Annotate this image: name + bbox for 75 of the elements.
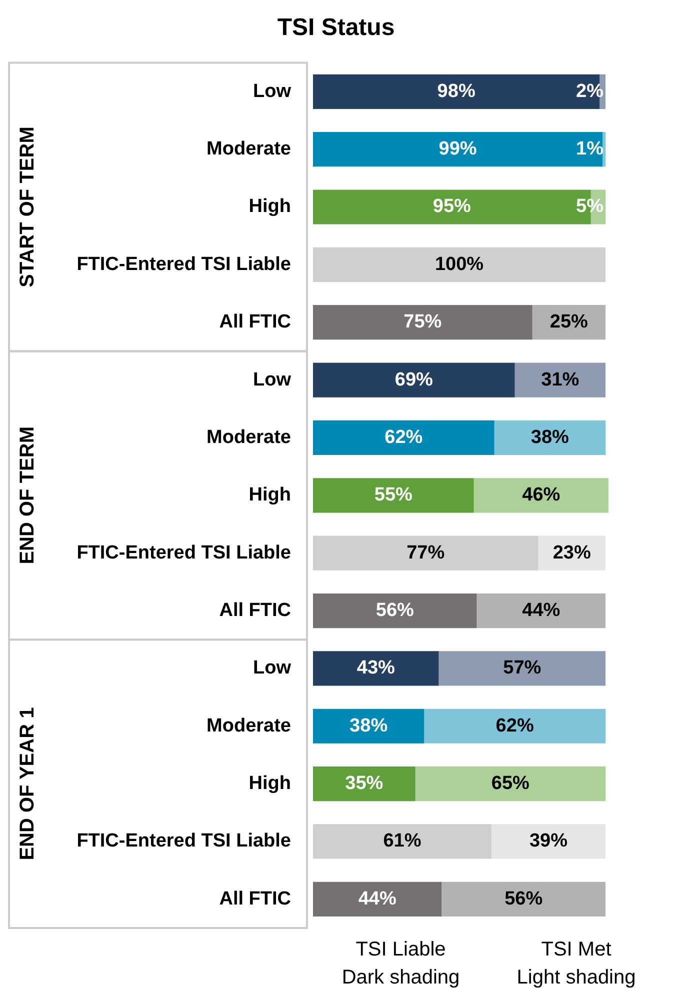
data-label: 39%	[529, 830, 568, 852]
y-tick-label: All FTIC	[219, 600, 292, 621]
bar	[313, 651, 439, 686]
data-label: 99%	[438, 138, 477, 160]
data-label: 61%	[383, 830, 422, 852]
y-tick-label: Moderate	[206, 426, 291, 448]
data-label: 100%	[434, 254, 484, 275]
bar	[313, 766, 416, 802]
text: TSI Met	[541, 938, 612, 961]
bar	[491, 824, 606, 859]
text: START OF TERM	[16, 126, 39, 288]
data-label: 75%	[404, 312, 442, 333]
text: Light shading	[516, 966, 636, 989]
bar	[313, 420, 494, 456]
y-tick-label: Low	[253, 369, 292, 390]
y-tick-label: FTIC-Entered TSI Liable	[76, 830, 291, 852]
bar	[514, 362, 606, 398]
data-label: 55%	[374, 484, 413, 506]
y-tick-label: FTIC-Entered TSI Liable	[76, 254, 291, 275]
y-tick-label: Moderate	[206, 715, 291, 736]
bar	[494, 420, 606, 456]
y-tick-label: Low	[253, 658, 292, 679]
y-tick-label: All FTIC	[219, 888, 292, 910]
data-label: 56%	[504, 888, 543, 910]
bar	[602, 132, 606, 167]
bar	[313, 478, 474, 513]
bar	[313, 593, 477, 628]
bar	[313, 882, 442, 916]
bar	[415, 766, 606, 802]
data-label: 77%	[406, 542, 445, 564]
y-tick-label: All FTIC	[219, 312, 292, 333]
data-label: 65%	[491, 773, 530, 794]
data-label: 46%	[522, 484, 560, 506]
data-label: 44%	[522, 600, 560, 621]
data-label: 5%	[576, 196, 604, 218]
bar	[438, 651, 606, 686]
data-label: 31%	[541, 369, 580, 390]
y-tick-label: High	[248, 484, 291, 506]
data-label: 95%	[432, 196, 472, 218]
bar	[474, 478, 608, 513]
bar	[313, 708, 424, 744]
text: TSI Liable	[356, 938, 446, 961]
text: END OF YEAR 1	[16, 707, 39, 860]
data-label: 43%	[356, 658, 396, 679]
bar	[424, 708, 606, 744]
data-label: 38%	[350, 715, 388, 736]
bar	[313, 536, 538, 570]
y-tick-label: Moderate	[206, 138, 291, 160]
data-label: 23%	[552, 542, 591, 564]
data-label: 1%	[576, 138, 604, 160]
data-label: 35%	[345, 773, 384, 794]
data-label: 57%	[503, 658, 542, 679]
data-label: 62%	[384, 426, 423, 448]
data-label: 38%	[530, 426, 570, 448]
data-label: 56%	[376, 600, 414, 621]
data-label: 69%	[394, 369, 434, 390]
bar	[313, 362, 515, 398]
data-label: 98%	[437, 80, 476, 102]
y-tick-label: FTIC-Entered TSI Liable	[76, 542, 291, 564]
bar	[442, 882, 606, 916]
bar	[313, 247, 606, 282]
bar	[313, 305, 532, 340]
y-tick-label: High	[248, 196, 291, 218]
bar	[476, 593, 606, 628]
data-label: 44%	[358, 888, 396, 910]
bar	[313, 824, 492, 859]
y-tick-label: Low	[253, 80, 292, 102]
text: END OF TERM	[16, 426, 39, 564]
data-label: 62%	[496, 715, 534, 736]
chart-title: TSI Status	[277, 14, 395, 42]
y-tick-label: High	[248, 773, 291, 794]
text: Dark shading	[342, 966, 460, 989]
bar	[313, 132, 603, 167]
data-label: 2%	[576, 80, 604, 102]
data-label: 25%	[550, 312, 588, 333]
